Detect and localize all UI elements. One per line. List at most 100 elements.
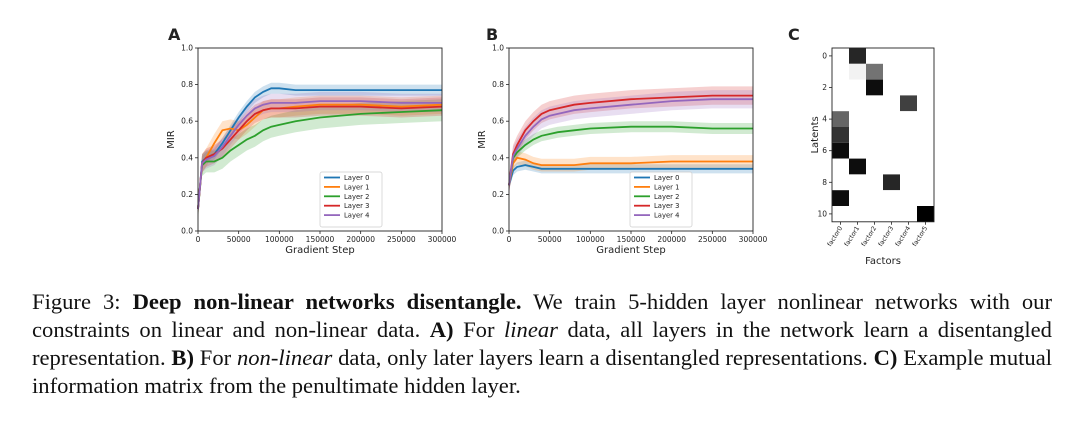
x-tick-label: 100000 [265, 235, 294, 244]
x-tick-label: factor0 [826, 225, 844, 248]
x-axis-label: Gradient Step [596, 245, 665, 256]
x-tick-label: factor3 [877, 225, 895, 248]
x-tick-label: 300000 [739, 235, 768, 244]
heatmap-cell [900, 142, 917, 159]
heatmap-cell [866, 206, 883, 222]
x-tick-label: 250000 [698, 235, 727, 244]
heatmap-cell [883, 142, 900, 159]
x-tick-label: factor2 [860, 225, 878, 248]
y-tick-label: 0.4 [492, 153, 504, 162]
series-band-0 [509, 160, 753, 190]
y-tick-label: 0.6 [181, 117, 193, 126]
x-tick-label: 150000 [306, 235, 335, 244]
heatmap-cell [832, 206, 849, 222]
y-tick-label: 1.0 [181, 44, 193, 53]
heatmap-cell [883, 127, 900, 143]
x-tick-label: 250000 [387, 235, 416, 244]
y-tick-label: 0.2 [181, 190, 193, 199]
heatmap-cell [832, 174, 849, 191]
legend-entry-2: Layer 2 [344, 193, 369, 201]
heatmap-cell [849, 95, 866, 112]
series-line-1 [508, 156, 753, 186]
legend-entry-3: Layer 3 [654, 202, 679, 210]
panel-a: A 0.0 0.2 0.4 0.6 0.8 1.0 0 50000 100000 150000 200… [166, 25, 457, 256]
legend-entry-0: Layer 0 [344, 174, 369, 182]
y-tick-label: 2 [822, 83, 827, 92]
y-axis-label: MIR [477, 130, 488, 149]
figure-caption: Figure 3: Deep non-linear networks disen… [32, 288, 1052, 400]
series-line-1 [197, 103, 443, 210]
heatmap-cell [883, 111, 900, 127]
heatmap-cell [866, 79, 883, 96]
legend-entry-4: Layer 4 [344, 212, 369, 220]
heatmap-cell [849, 142, 866, 159]
caption-text-a1: For [463, 317, 495, 342]
heatmap-cell [883, 206, 900, 222]
heatmap-cell [849, 48, 866, 64]
series-band-2 [198, 99, 442, 220]
heatmap-cell [883, 79, 900, 96]
heatmap-cell [832, 190, 849, 206]
y-tick-label: 0.4 [181, 153, 193, 162]
x-tick-label: factor5 [911, 225, 929, 248]
heatmap-cell [917, 111, 934, 127]
heatmap-cell [832, 127, 849, 143]
x-axis-label: Gradient Step [285, 245, 354, 256]
heatmap-cell [849, 190, 866, 206]
caption-text: We train 5-hidden layer nonlinear networ… [32, 289, 1052, 342]
heatmap-cell [866, 127, 883, 143]
x-axis-label: Factors [865, 256, 901, 267]
series-band-3 [198, 97, 442, 219]
heatmap-cell [883, 48, 900, 64]
caption-emph-nonlinear: non-linear [236, 345, 333, 370]
legend-entry-1: Layer 1 [654, 183, 679, 191]
y-tick-label: 10 [817, 209, 827, 218]
x-tick-label: 50000 [538, 235, 562, 244]
series-line-4 [508, 98, 753, 186]
panel-label: B [486, 25, 498, 44]
caption-text-a2: data, all layers in the network learn a … [32, 317, 1052, 370]
y-axis-label: MIR [166, 130, 177, 149]
heatmap-cell [849, 111, 866, 127]
heatmap-cell [900, 63, 917, 80]
heatmap-cell [832, 142, 849, 159]
caption-label-c: C) [873, 345, 898, 370]
heatmap-cell [917, 190, 934, 206]
heatmap-cell [866, 158, 883, 175]
heatmap-cell [832, 111, 849, 127]
figure: A0.00.20.40.60.81.00 50000 100000 150000 200… [166, 25, 935, 267]
series-band-4 [509, 90, 753, 195]
heatmap-cell [849, 79, 866, 96]
series-line-0 [508, 164, 753, 186]
legend-box [319, 171, 383, 228]
caption-title: Deep non-linear networks disentangle. [132, 289, 522, 314]
heatmap-cell [900, 111, 917, 127]
heatmap-cell [883, 174, 900, 191]
y-tick-label: 0.6 [492, 117, 504, 126]
heatmap-cell [917, 127, 934, 143]
heatmap-cell [866, 142, 883, 159]
heatmap-cell [832, 95, 849, 112]
heatmap-cell [849, 174, 866, 191]
heatmap-cell [849, 127, 866, 143]
heatmap-cell [900, 190, 917, 206]
caption-text-b2: data, only later layers learn a disentan… [338, 345, 868, 370]
y-tick-label: 0.8 [492, 80, 504, 89]
heatmap-cell [832, 48, 849, 64]
heatmap-cell [917, 48, 934, 64]
heatmap-cell [883, 190, 900, 206]
heatmap-cell [866, 48, 883, 64]
heatmap-cell [900, 79, 917, 96]
x-tick-label: 0 [507, 235, 512, 244]
x-tick-label: factor1 [843, 225, 861, 248]
x-tick-label: factor4 [894, 225, 912, 248]
legend-entry-2: Layer 2 [654, 193, 679, 201]
legend-entry-1: Layer 1 [344, 183, 369, 191]
series-band-3 [509, 86, 753, 195]
heatmap-cell [866, 95, 883, 112]
x-tick-label: 100000 [576, 235, 605, 244]
legend-entry-3: Layer 3 [344, 202, 369, 210]
